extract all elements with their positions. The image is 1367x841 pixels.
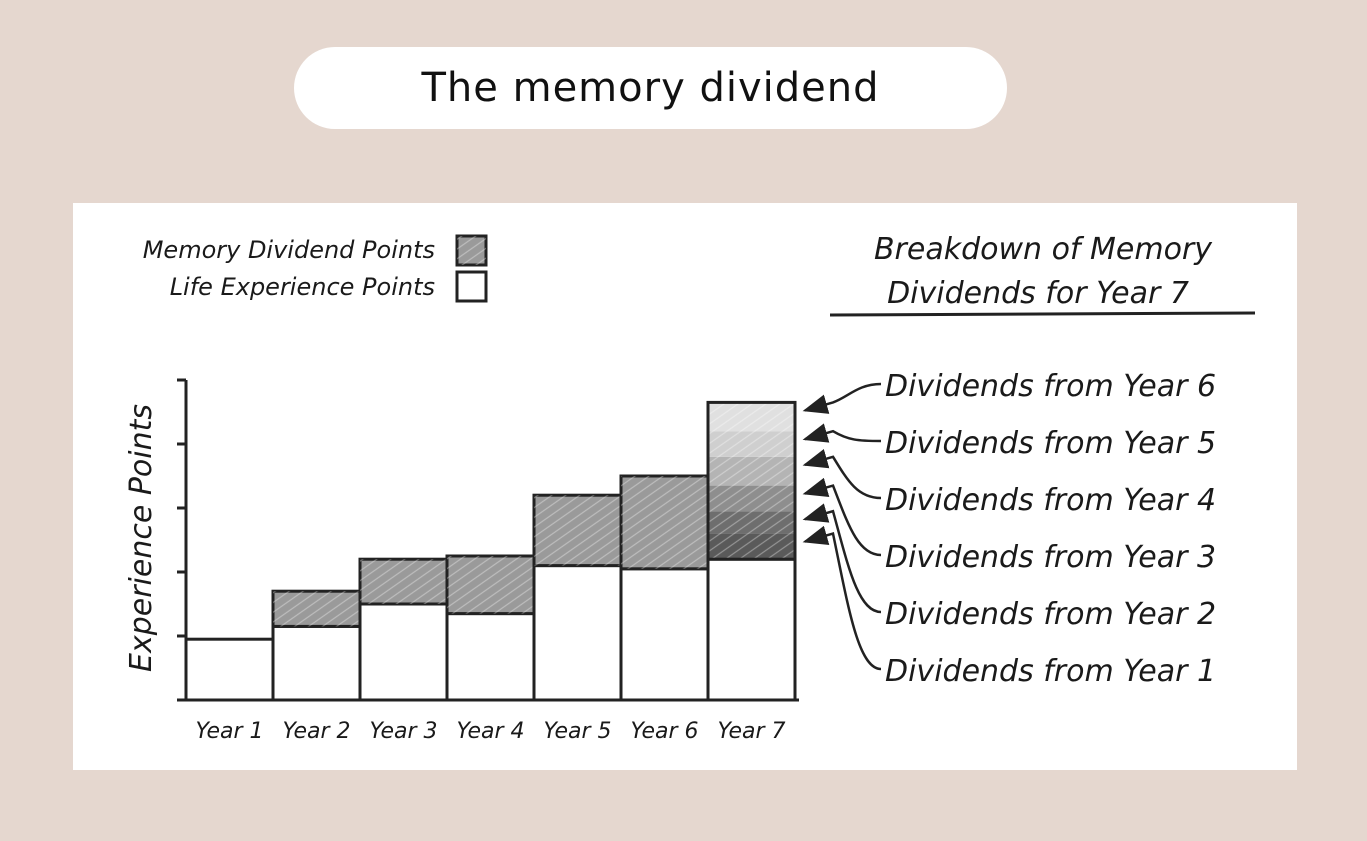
bar-life-experience bbox=[271, 624, 362, 702]
breakdown-arrow bbox=[802, 525, 882, 671]
chart-svg: Memory Dividend Points Life Experience P… bbox=[124, 232, 1256, 744]
bar-dividend-hatch bbox=[360, 559, 447, 604]
breakdown-arrow bbox=[802, 503, 882, 614]
breakdown-arrow bbox=[802, 449, 882, 500]
bar-life-experience bbox=[445, 612, 536, 702]
legend-life-label: Life Experience Points bbox=[170, 273, 435, 301]
breakdown-label: Dividends from Year 5 bbox=[885, 426, 1216, 461]
bar-dividend-hatch bbox=[447, 556, 534, 614]
bar-dividend-hatch bbox=[534, 495, 621, 566]
breakdown-label: Dividends from Year 1 bbox=[885, 654, 1216, 689]
breakdown-label: Dividends from Year 4 bbox=[885, 483, 1216, 518]
y-axis-label: Experience Points bbox=[124, 404, 159, 672]
bar-dividend-hatch bbox=[621, 476, 708, 569]
breakdown-label: Dividends from Year 3 bbox=[885, 540, 1216, 575]
breakdown-title-line2: Dividends for Year 7 bbox=[887, 276, 1189, 311]
bar-life-experience bbox=[532, 564, 623, 702]
bar-life-experience bbox=[358, 602, 449, 702]
x-tick-label: Year 2 bbox=[282, 719, 350, 744]
chart-panel: Memory Dividend Points Life Experience P… bbox=[73, 203, 1297, 770]
breakdown-arrow bbox=[802, 382, 882, 414]
bar-life-experience bbox=[184, 637, 275, 702]
bars bbox=[184, 400, 797, 702]
breakdown-labels: Dividends from Year 6 Dividends from Year… bbox=[802, 369, 1216, 689]
legend-life-swatch bbox=[455, 270, 488, 303]
bar-dividend-hatch bbox=[273, 591, 360, 627]
x-tick-label: Year 3 bbox=[369, 719, 437, 744]
breakdown-label: Dividends from Year 6 bbox=[885, 369, 1216, 404]
breakdown-title-line1: Breakdown of Memory bbox=[874, 232, 1213, 267]
bar-memory-dividend bbox=[706, 400, 797, 561]
breakdown-arrow bbox=[802, 423, 882, 443]
breakdown-underline bbox=[829, 311, 1256, 317]
bar-life-experience bbox=[706, 557, 797, 702]
title-pill: The memory dividend bbox=[294, 47, 1007, 129]
page-title: The memory dividend bbox=[421, 65, 880, 111]
legend-dividend-label: Memory Dividend Points bbox=[143, 236, 435, 264]
x-tick-label: Year 7 bbox=[717, 719, 785, 744]
breakdown-arrow bbox=[802, 477, 882, 557]
x-tick-label: Year 5 bbox=[543, 719, 611, 744]
x-tick-label: Year 6 bbox=[630, 719, 698, 744]
bar-life-experience bbox=[619, 567, 710, 702]
x-tick-label: Year 4 bbox=[456, 719, 524, 744]
x-tick-label: Year 1 bbox=[195, 719, 263, 744]
breakdown-label: Dividends from Year 2 bbox=[885, 597, 1216, 632]
legend-dividend-hatch bbox=[457, 236, 486, 265]
x-tick-labels: Year 1 Year 2 Year 3 Year 4 Year 5 Year 6 Year… bbox=[195, 719, 785, 744]
